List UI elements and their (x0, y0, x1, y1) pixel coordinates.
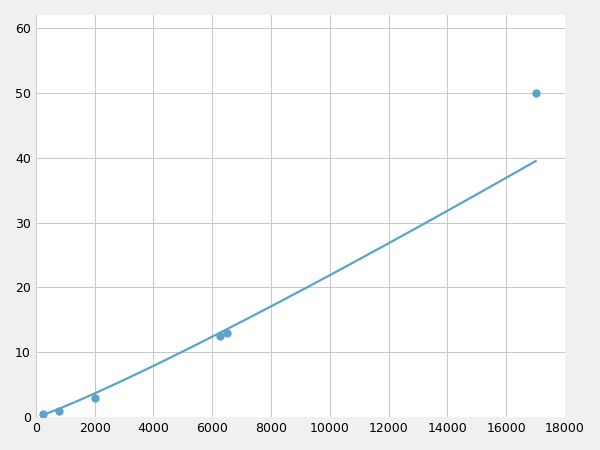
Point (90, 394, 100, 401)
Point (55, 407, 64, 414)
Point (222, 329, 232, 337)
Point (531, 89, 541, 96)
Point (38, 410, 48, 418)
Point (215, 333, 224, 340)
